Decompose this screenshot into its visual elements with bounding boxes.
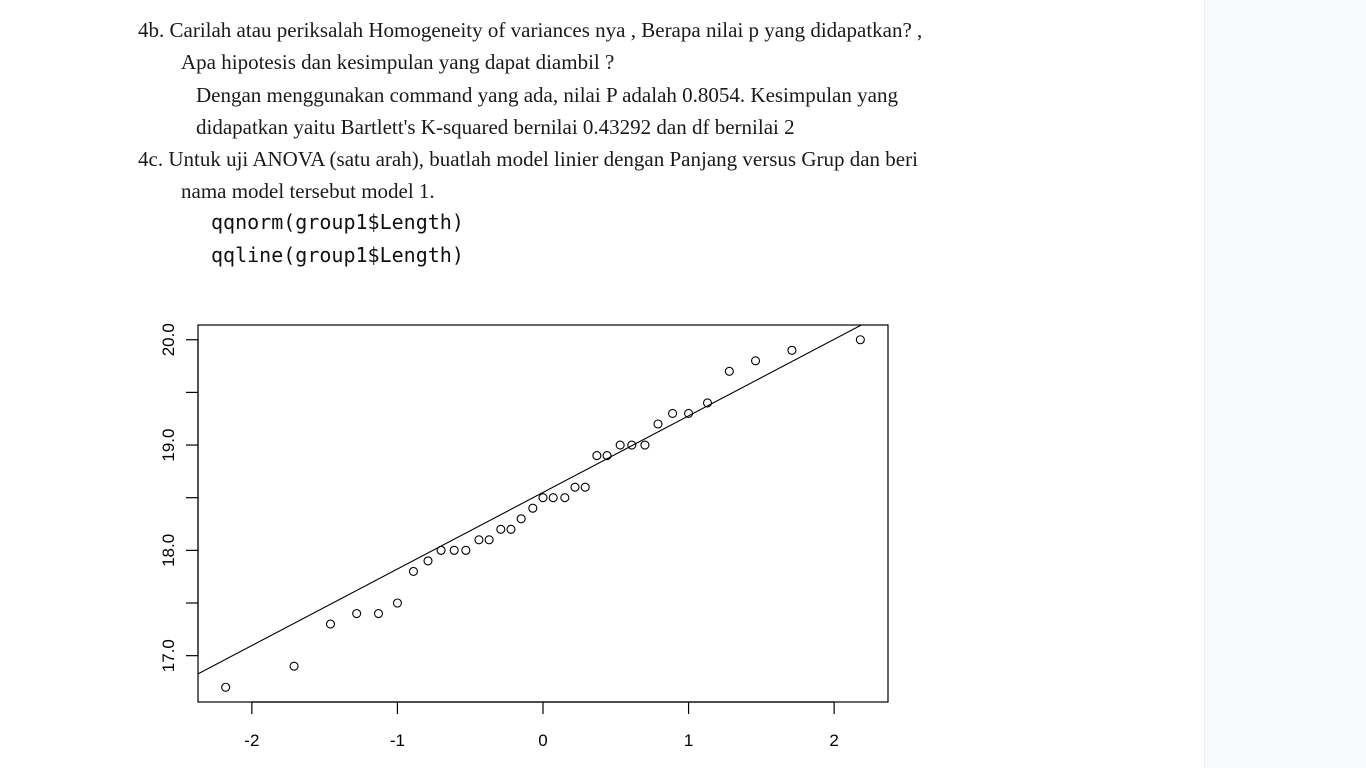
- data-point: [855, 335, 865, 345]
- data-point: [750, 356, 761, 366]
- data-point: [702, 398, 713, 408]
- plot-box: [197, 324, 889, 703]
- code-line-qqline: qqline(group1$Length): [211, 243, 464, 267]
- data-point: [516, 514, 526, 524]
- data-points: [221, 335, 865, 692]
- y-tick-label: 17.0: [159, 639, 178, 672]
- question-4b-line-1: 4b. Carilah atau periksalah Homogeneity …: [138, 18, 923, 42]
- data-point: [560, 493, 570, 503]
- data-point: [484, 535, 494, 545]
- data-point: [668, 408, 678, 419]
- question-4c-line-2: nama model tersebut model 1.: [181, 179, 435, 203]
- data-point: [627, 440, 637, 450]
- data-point: [724, 366, 734, 376]
- data-point: [538, 493, 548, 503]
- y-tick-label: 19.0: [159, 429, 178, 462]
- data-point: [408, 566, 418, 576]
- data-point: [221, 682, 231, 692]
- data-point: [570, 482, 580, 492]
- data-point: [474, 535, 484, 545]
- answer-4b-line-2: didapatkan yaitu Bartlett's K-squared be…: [196, 115, 795, 139]
- data-point: [449, 545, 459, 555]
- code-line-qqnorm: qqnorm(group1$Length): [211, 210, 464, 234]
- data-point: [684, 408, 694, 419]
- data-point: [436, 545, 446, 555]
- data-point: [615, 440, 625, 450]
- question-4b-line-2: Apa hipotesis dan kesimpulan yang dapat …: [181, 50, 615, 74]
- data-point: [392, 598, 402, 608]
- data-point: [602, 451, 612, 461]
- data-point: [653, 419, 663, 429]
- data-point: [640, 440, 650, 450]
- y-tick-label: 18.0: [159, 534, 178, 567]
- data-point: [289, 661, 299, 671]
- data-point: [506, 524, 516, 534]
- x-tick-label: -2: [244, 731, 259, 750]
- data-point: [580, 482, 590, 492]
- x-tick-label: 0: [538, 731, 547, 750]
- x-axis: -2 -1 0 1 2: [244, 701, 839, 750]
- y-tick-label: 20.0: [159, 323, 178, 356]
- x-tick-label: -1: [390, 731, 405, 750]
- data-point: [423, 556, 433, 566]
- x-tick-label: 1: [684, 731, 693, 750]
- data-point: [352, 608, 362, 619]
- data-point: [496, 524, 506, 534]
- data-point: [592, 451, 602, 461]
- right-side-panel: [1204, 0, 1366, 768]
- data-point: [461, 545, 471, 555]
- qq-reference-line: [198, 325, 863, 675]
- data-point: [548, 493, 558, 503]
- question-4c-line-1: 4c. Untuk uji ANOVA (satu arah), buatlah…: [138, 147, 918, 171]
- answer-4b-line-1: Dengan menggunakan command yang ada, nil…: [196, 83, 898, 107]
- data-point: [787, 345, 797, 355]
- y-axis: 17.0 18.0 19.0 20.0: [159, 323, 199, 672]
- data-point: [528, 503, 538, 513]
- x-tick-label: 2: [829, 731, 838, 750]
- qq-plot: -2 -1 0 1 2 17.0 18.0 19.0 20.0: [159, 323, 889, 750]
- data-point: [373, 608, 384, 619]
- document-page: 4b. Carilah atau periksalah Homogeneity …: [138, 18, 923, 750]
- data-point: [325, 619, 336, 629]
